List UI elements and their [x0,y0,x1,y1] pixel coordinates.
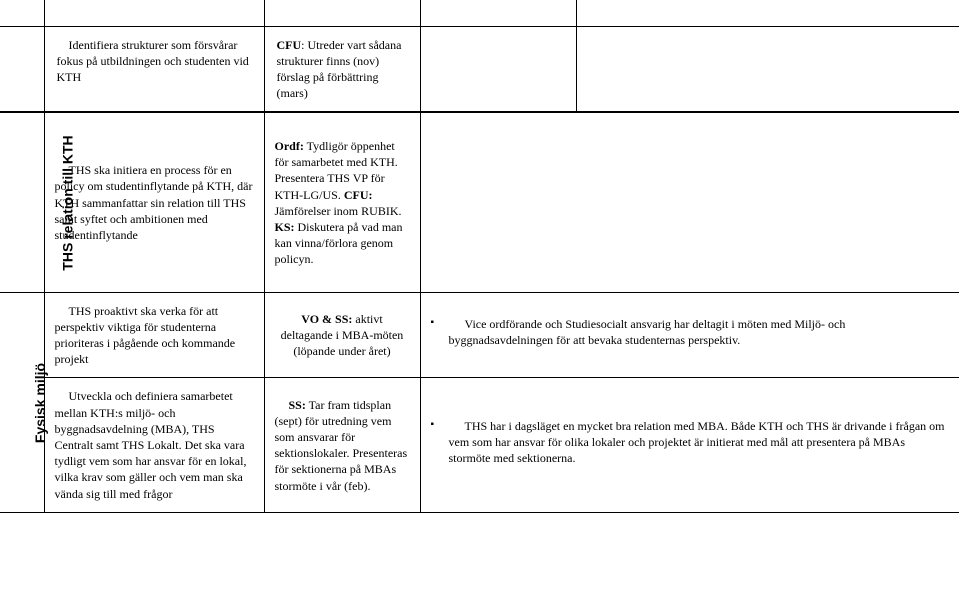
miljo-r2c3-cell: THS har i dagsläget en mycket bra relati… [420,378,959,513]
miljo-r1c3-item: Vice ordförande och Studiesocialt ansvar… [431,316,949,348]
miljo-r1c1-text: THS proaktivt ska verka för att perspekt… [55,303,254,368]
miljo-r2c3-indent: THS har i dagsläget en mycket bra relati… [465,419,728,433]
relation-row: THS relation till KTH THS ska initiera e… [0,113,959,293]
miljo-r2c1-cell: Utveckla och definiera samarbetet mellan… [44,378,264,513]
miljo-r2c2-cell: SS: Tar fram tidsplan (sept) för utredni… [264,378,420,513]
miljo-row-2: Utveckla och definiera samarbetet mellan… [0,378,959,513]
miljo-r2c3-item: THS har i dagsläget en mycket bra relati… [431,418,949,467]
top-row-table: Identifiera strukturer som försvårar fok… [0,0,959,112]
miljo-r1c2-bold: VO & SS: [301,312,352,326]
miljo-r2c2-bold: SS: [289,398,306,412]
relation-label-cell: THS relation till KTH [0,113,44,293]
main-table: THS relation till KTH THS ska initiera e… [0,112,959,513]
miljo-row-1: Fysisk miljö THS proaktivt ska verka för… [0,293,959,378]
relation-label: THS relation till KTH [60,135,76,270]
top-col2-text: CFU: Utreder vart sådana strukturer finn… [277,37,408,102]
rel-t3: Diskutera på vad man kan vinna/förlora g… [275,220,403,266]
top-col2-cell: CFU: Utreder vart sådana strukturer finn… [264,26,420,112]
miljo-r2c1-text: Utveckla och definiera samarbetet mellan… [55,388,254,501]
top-col1-cell: Identifiera strukturer som försvårar fok… [44,26,264,112]
miljo-r1c2-cell: VO & SS: aktivt deltagande i MBA-möten (… [264,293,420,378]
miljo-label-cell: Fysisk miljö [0,293,44,513]
miljo-label: Fysisk miljö [32,363,48,443]
top-col2-bold: CFU [277,38,302,52]
relation-col3-cell [420,113,959,293]
top-col1-text: Identifiera strukturer som försvårar fok… [57,37,252,86]
rel-b1: Ordf: [275,139,304,153]
top-label-cell [0,26,44,112]
miljo-r1c3-list: Vice ordförande och Studiesocialt ansvar… [431,316,949,348]
miljo-r1c3-cell: Vice ordförande och Studiesocialt ansvar… [420,293,959,378]
top-empty-row [0,0,959,26]
rel-b2: CFU: [344,188,373,202]
miljo-r2c3-list: THS har i dagsläget en mycket bra relati… [431,418,949,467]
miljo-r2c2-text: SS: Tar fram tidsplan (sept) för utredni… [275,397,410,494]
relation-col2-text: Ordf: Tydligör öppenhet för samarbetet m… [275,138,410,268]
relation-col1-cell: THS ska initiera en process för en polic… [44,113,264,293]
top-col3-cell [420,26,576,112]
top-col4-cell [576,26,959,112]
miljo-r1c1-cell: THS proaktivt ska verka för att perspekt… [44,293,264,378]
miljo-r1c3-indent: Vice ordförande och Studiesocialt ansvar… [465,317,735,331]
miljo-r1c2-text: VO & SS: aktivt deltagande i MBA-möten (… [275,311,410,360]
relation-col1-text: THS ska initiera en process för en polic… [55,162,254,243]
rel-t2: Jämförelser inom RUBIK. [275,204,402,218]
relation-col2-cell: Ordf: Tydligör öppenhet för samarbetet m… [264,113,420,293]
rel-b3: KS: [275,220,295,234]
top-content-row: Identifiera strukturer som försvårar fok… [0,26,959,112]
